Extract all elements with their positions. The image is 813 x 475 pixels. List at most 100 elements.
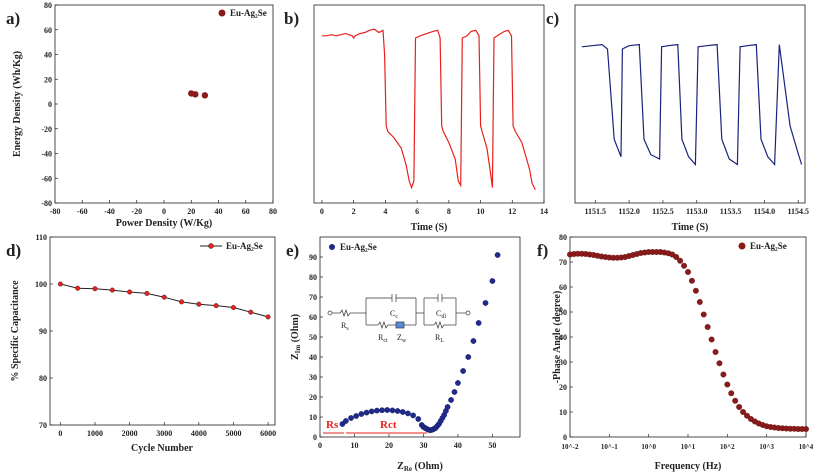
panel-d-point [75,285,81,291]
panel-d-xtick-label: 2000 [122,429,138,438]
panel-f-xtick-label: 10^-2 [562,443,579,451]
panel-c-xlabel: Time (S) [672,222,709,233]
panel-e-ytick-label: 90 [309,253,317,262]
panel-e-xlabel: ZRe (Ohm) [397,461,443,473]
panel-d-point [127,289,133,295]
panel-f-xtick-label: 10^0 [641,443,656,451]
panel-f-point [677,257,684,264]
panel-e-legend: Eu-Ag₂Se [340,242,377,252]
panel-f-ytick-label: 40 [559,333,567,342]
panel-f-xtick-label: 10^-1 [601,443,618,451]
panel-e-point [482,300,489,306]
panel-d-point [144,290,150,296]
panel-a-legend-marker [218,9,226,17]
panel-e-point [394,408,401,414]
panel-f-point [700,311,707,318]
panel-e-ytick-label: 20 [309,393,317,402]
panel-e-point [399,409,406,415]
panel-d-point [109,287,115,293]
panel-d-series-line [60,283,269,318]
panel-d-xtick-label: 5000 [225,429,241,438]
panel-f-ytick-label: 50 [559,308,567,317]
panel-d-ytick-label: 110 [35,233,47,242]
panel-a-ytick-label: 20 [44,75,52,84]
panel-f-ytick-label: 70 [559,258,567,267]
panel-f-point [712,349,719,355]
panel-a-xlabel: Power Density (W/Kg) [116,218,212,229]
panel-f-ytick-label: 20 [559,383,567,392]
panel-e-point [410,412,416,419]
panel-e-point [363,409,370,416]
panel-a-xtick-label: -40 [104,207,115,216]
panel-f-ytick-label: 80 [559,233,567,242]
panel-d-point [57,281,63,287]
panel-c-xtick-label: 1154.5 [787,207,809,216]
panel-f-xtick-label: 10^4 [799,443,813,451]
panel-d-point [230,305,236,311]
panel-d-ytick-label: 90 [39,327,47,336]
panel-a-frame [54,4,274,204]
panel-f-point [696,299,703,305]
panel-b-xtick-label: 8 [447,207,451,216]
panel-e-point [389,407,396,414]
circuit-cc: Cc [390,309,398,320]
panel-b-xtick-label: 12 [508,207,516,216]
panel-a-ylabel: Energy Density (Wh/Kg) [12,51,23,157]
panel-e-xtick-label: 10 [350,441,358,450]
panel-f-ytick-label: 30 [559,358,567,367]
panel-f-point [688,277,695,284]
panel-d-ylabel: % Specific Capacitance [10,280,21,382]
panel-e-point [455,380,461,386]
panel-f-point [681,262,688,269]
panel-f-point [720,371,727,378]
panel-b-xtick-label: 0 [320,207,324,216]
panel-a-label: a) [6,9,20,28]
panel-d-point [179,299,185,305]
panel-d-point [92,286,98,292]
panel-d-frame [49,236,276,426]
panel-b-xtick-label: 10 [477,207,485,216]
panel-e-point [470,338,477,344]
panel-e-ytick-label: 40 [309,353,317,362]
panel-a-xtick-label: 20 [187,207,195,216]
chart-marks: -80 -60 -40 -20 0 20 40 60 80-80-60-40-200204060… [35,1,813,451]
panel-e-label: e) [286,241,299,260]
panel-a-ytick-label: 40 [44,51,52,60]
panel-e-point [348,415,354,421]
panel-e-point [475,320,482,326]
panel-d-xtick-label: 4000 [191,429,207,438]
panel-d-ytick-label: 80 [39,374,47,383]
panel-a-ytick-label: 60 [44,26,52,35]
panel-e-point [460,368,466,374]
panel-f-ytick-label: 10 [559,408,567,417]
panel-d-xtick-label: 6000 [260,429,276,438]
panel-d-xtick-label: 0 [58,429,62,438]
panel-f-point [732,397,739,404]
panel-e-ytick-label: 80 [309,273,317,282]
panel-e-point [379,407,385,414]
panel-e-point [465,354,472,360]
panel-f-point [685,269,691,275]
panel-e-point [415,416,422,422]
panel-f-point [728,390,735,397]
panel-d-xlabel: Cycle Number [131,443,193,454]
panel-c-xtick-label: 1151.5 [585,207,607,216]
panel-d-point [161,294,167,300]
circuit-zw: Zw [397,333,407,344]
panel-f-point [724,381,731,388]
panel-e-point [368,408,375,415]
panel-b-xtick-label: 4 [383,207,387,216]
panel-f-point [803,426,809,432]
panel-f-point [716,360,723,367]
panel-e-ytick-label: 10 [309,413,317,422]
panel-b-series-line [321,28,536,191]
panel-f-ytick-label: 0 [563,433,567,442]
panel-f-xtick-label: 10^3 [759,443,774,451]
panel-e-xtick-label: 30 [419,441,427,450]
circuit-rs: Rs [341,321,349,332]
panel-f-xlabel: Frequency (Hz) [655,461,722,472]
panel-a-ytick-label: 80 [44,1,52,10]
panel-d-point [265,314,271,320]
panel-c-xtick-label: 1153.0 [686,207,708,216]
